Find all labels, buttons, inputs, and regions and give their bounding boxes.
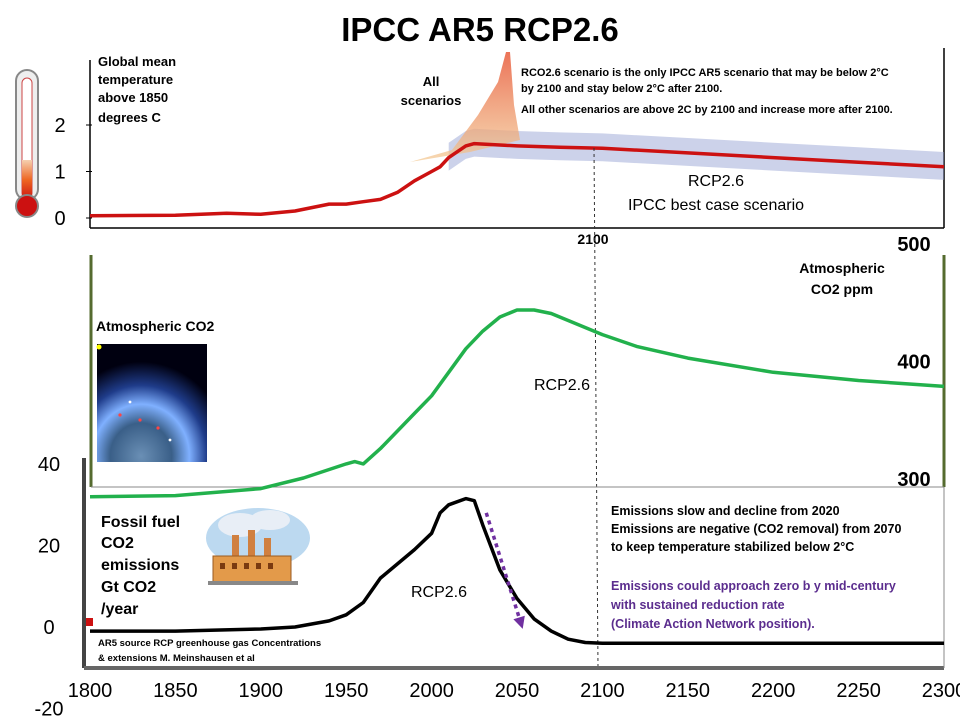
temp-axis-label: Global mean temperature above 1850 degre… (98, 54, 176, 125)
co2-series-rcp26 (89, 308, 945, 499)
co2-axis-title-2: CO2 ppm (811, 281, 873, 297)
co2-panel-title: Atmospheric CO2 (96, 318, 214, 334)
emissions-curve-label: RCP2.6 (411, 584, 467, 601)
temp-series-rcp26 (89, 141, 945, 218)
all-scenarios-label-2: scenarios (401, 93, 462, 108)
year-tick-label: 1900 (239, 680, 284, 702)
emissions-tick-label: 40 (38, 454, 60, 476)
emissions-label-line-1: Fossil fuel (101, 514, 180, 531)
emissions-tick-labels: 40 20 0 -20 (35, 454, 64, 720)
emissions-note-purple-2: with sustained reduction rate (610, 598, 785, 612)
temp-tick-label: 0 (54, 208, 65, 230)
year-tick-label: 2050 (495, 680, 540, 702)
marker-2100-label: 2100 (577, 231, 608, 247)
temp-note-1-line-2: by 2100 and stay below 2°C after 2100. (521, 83, 722, 95)
year-tick-labels: 1800 1850 1900 1950 2000 2050 2100 2150 2200 2250… (68, 680, 960, 702)
emissions-axis-label: Fossil fuel CO2 emissions Gt CO2 /year (101, 514, 180, 618)
temp-note-1-line-1: RCO2.6 scenario is the only IPCC AR5 sce… (521, 67, 889, 79)
emissions-note-3: to keep temperature stabilized below 2°C (611, 540, 854, 554)
emissions-label-line-2: CO2 (101, 535, 134, 552)
co2-axis-title-1: Atmospheric (799, 260, 885, 276)
temp-label-line-1: Global mean (98, 54, 176, 69)
emissions-note-1: Emissions slow and decline from 2020 (611, 504, 840, 518)
temp-label-line-4: degrees C (98, 110, 161, 125)
emissions-note-purple-1: Emissions could approach zero b y mid-ce… (611, 579, 896, 593)
temp-label-line-3: above 1850 (98, 90, 168, 105)
factory-icon (206, 508, 310, 585)
marker-2100-line (593, 147, 599, 669)
co2-tick-labels: 300 400 500 (897, 234, 930, 491)
source-line-2: & extensions M. Meinshausen et al (98, 653, 255, 664)
year-tick-label: 2200 (751, 680, 796, 702)
temperature-panel: 0 1 2 Global mean temperature above 1850 d… (15, 48, 945, 247)
all-scenarios-fan (410, 52, 520, 162)
source-line-1: AR5 source RCP greenhouse gas Concentrat… (98, 638, 321, 649)
all-scenarios-label-1: All (423, 74, 440, 89)
temp-note-2: All other scenarios are above 2C by 2100… (521, 104, 893, 116)
emissions-tick-label: 20 (38, 536, 60, 558)
temp-curve-sublabel: IPCC best case scenario (628, 197, 804, 214)
emissions-note-purple-3: (Climate Action Network position). (611, 617, 815, 631)
co2-tick-label: 500 (897, 234, 930, 256)
emissions-label-line-4: Gt CO2 (101, 579, 156, 596)
co2-panel: 300 400 500 Atmospheric CO2 Atmospheric CO… (89, 234, 946, 499)
temp-tick-label: 2 (54, 115, 65, 137)
year-tick-label: 2300 (922, 680, 960, 702)
year-tick-label: 1800 (68, 680, 113, 702)
decline-arrow-line (484, 512, 521, 618)
co2-tick-label: 300 (897, 469, 930, 491)
year-tick-label: 1850 (153, 680, 198, 702)
emissions-label-line-3: emissions (101, 557, 179, 574)
emissions-tick-label: 0 (43, 617, 54, 639)
year-tick-label: 1950 (324, 680, 369, 702)
year-tick-label: 2250 (836, 680, 881, 702)
emissions-note-2: Emissions are negative (CO2 removal) fro… (611, 522, 901, 536)
emissions-panel: 40 20 0 -20 1800 1850 1900 1950 2000 2050 2100 215… (35, 454, 960, 720)
earth-atmosphere-icon (96, 344, 207, 462)
chart-title: IPCC AR5 RCP2.6 (341, 11, 619, 48)
temp-tick-labels: 0 1 2 (54, 115, 92, 230)
emissions-label-line-5: /year (101, 601, 138, 618)
emissions-zero-marker (86, 618, 93, 626)
temp-tick-label: 1 (54, 162, 65, 184)
year-tick-label: 2150 (666, 680, 711, 702)
co2-tick-label: 400 (897, 352, 930, 374)
co2-curve-label: RCP2.6 (534, 377, 590, 394)
decline-arrow-head (513, 615, 525, 629)
year-tick-label: 2000 (409, 680, 454, 702)
temp-label-line-2: temperature (98, 72, 173, 87)
temp-curve-label: RCP2.6 (688, 173, 744, 190)
thermometer-icon (15, 69, 39, 218)
year-tick-label: 2100 (580, 680, 625, 702)
emissions-tick-label: -20 (35, 699, 64, 720)
emissions-series-rcp26 (90, 496, 944, 646)
